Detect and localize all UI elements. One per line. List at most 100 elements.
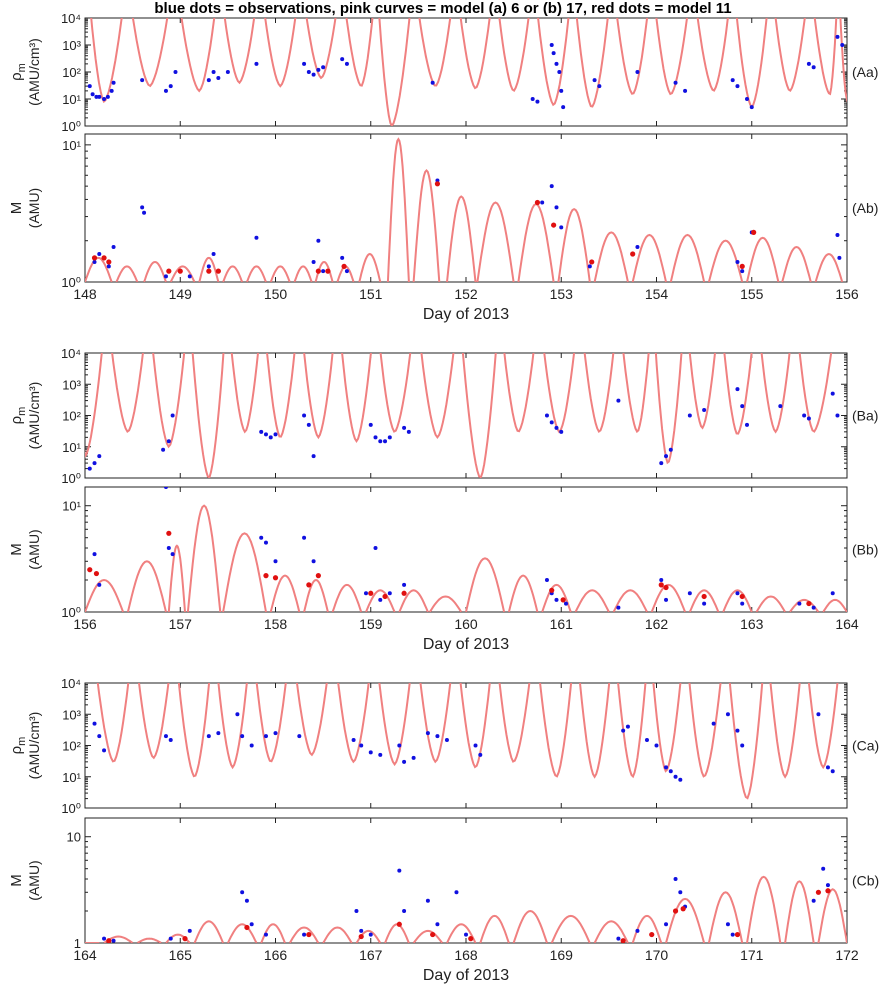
model11-point <box>106 259 112 265</box>
x-tick-label: 169 <box>550 947 574 963</box>
observation-point <box>344 61 349 66</box>
model-curve-arch <box>612 589 648 612</box>
observation-point <box>735 84 740 89</box>
plot-area <box>92 683 839 800</box>
panel-Aa: 10⁰ 10¹ 10² 10³ 10⁴ ρm(AMU/cm³) (Aa) <box>8 11 878 134</box>
x-tick-label: 161 <box>550 616 574 632</box>
x-axis-label: Day of 2013 <box>423 636 509 653</box>
model-curve-arch <box>446 195 477 282</box>
observation-point <box>625 724 630 729</box>
observation-point <box>363 591 368 596</box>
x-tick-label: 167 <box>359 947 383 963</box>
model-curve-arch <box>650 583 687 612</box>
panel-Ca: 10⁰ 10¹ 10² 10³ 10⁴ ρm(AMU/cm³) (Ca) <box>8 676 879 816</box>
model-curve-arch <box>269 574 301 612</box>
observation-point <box>187 928 192 933</box>
observation-point <box>359 743 364 748</box>
y-axis-label: ρm <box>8 737 28 755</box>
x-tick-label: 164 <box>73 947 97 963</box>
observation-point <box>711 721 716 726</box>
y-tick-label: 10¹ <box>62 499 81 514</box>
model-curve-arch <box>331 583 363 612</box>
plot-frame <box>84 817 848 944</box>
x-tick-label: 156 <box>73 616 97 632</box>
observation-point <box>802 413 807 418</box>
y-axis-unit-label: (AMU) <box>26 529 42 569</box>
model11-point <box>630 251 636 257</box>
observation-point <box>302 535 307 540</box>
y-axis-unit-label: (AMU/cm³) <box>26 38 42 106</box>
observation-point <box>540 200 545 205</box>
y-tick-label: 10⁰ <box>61 471 81 486</box>
model-curve-arch <box>398 589 429 612</box>
observation-point <box>94 94 99 99</box>
model11-point <box>215 268 221 274</box>
observation-point <box>273 731 278 736</box>
model-curve-arch <box>198 256 220 282</box>
model11-point <box>166 268 172 274</box>
observation-point <box>678 890 683 895</box>
observation-point <box>811 605 816 610</box>
model11-point <box>244 924 250 931</box>
model11-point <box>434 181 441 187</box>
observation-point <box>263 734 268 739</box>
observation-point <box>411 755 416 760</box>
observation-point <box>725 922 730 927</box>
panel-label: (Bb) <box>852 542 878 558</box>
model-curve-arch <box>222 265 244 282</box>
y-tick-label: 10³ <box>62 377 81 392</box>
observation-point <box>378 752 383 757</box>
observation-point <box>806 61 811 66</box>
y-tick-label: 10² <box>62 65 81 80</box>
observation-point <box>430 80 435 85</box>
observation-point <box>259 429 264 434</box>
observation-point <box>166 546 171 551</box>
observation-point <box>397 743 402 748</box>
y-tick-label: 10⁰ <box>61 801 81 816</box>
model11-point <box>87 567 93 573</box>
x-tick-label: 156 <box>835 286 859 302</box>
model-curve-arch <box>817 888 847 943</box>
observation-point <box>316 67 321 72</box>
observation-point <box>402 425 407 430</box>
model11-point <box>739 263 745 269</box>
observation-point <box>644 737 649 742</box>
model-curve-arch <box>574 589 610 612</box>
observation-point <box>111 244 116 249</box>
observation-point <box>211 252 216 257</box>
observation-point <box>544 578 549 583</box>
observation-point <box>311 454 316 459</box>
observation-point <box>654 743 659 748</box>
model11-point <box>672 908 679 914</box>
observation-point <box>354 909 359 914</box>
model11-point <box>396 921 402 927</box>
observation-point <box>402 759 407 764</box>
model11-point <box>325 268 331 274</box>
observation-point <box>730 932 735 937</box>
model11-point <box>177 268 183 274</box>
model11-point <box>91 255 98 261</box>
observation-point <box>163 487 168 489</box>
observation-point <box>311 559 316 564</box>
observation-point <box>368 422 373 427</box>
y-axis-unit-label: (AMU) <box>26 860 42 900</box>
observation-point <box>359 928 364 933</box>
model11-point <box>382 593 388 600</box>
model-curve-arch <box>143 260 167 282</box>
observation-point <box>830 391 835 396</box>
model-curve-arch <box>722 589 753 612</box>
model11-point <box>401 590 407 596</box>
model-curve-arch <box>669 233 706 282</box>
model-curve-arch <box>631 233 667 282</box>
observation-point <box>559 225 564 230</box>
y-tick-label: 10¹ <box>62 138 81 153</box>
observation-point <box>92 721 97 726</box>
observation-point <box>683 88 688 93</box>
observation-point <box>378 597 383 602</box>
observation-point <box>664 922 669 927</box>
observation-point <box>561 105 566 110</box>
observation-point <box>659 578 664 583</box>
observation-point <box>378 439 383 444</box>
model11-point <box>182 936 188 942</box>
observation-point <box>744 97 749 101</box>
